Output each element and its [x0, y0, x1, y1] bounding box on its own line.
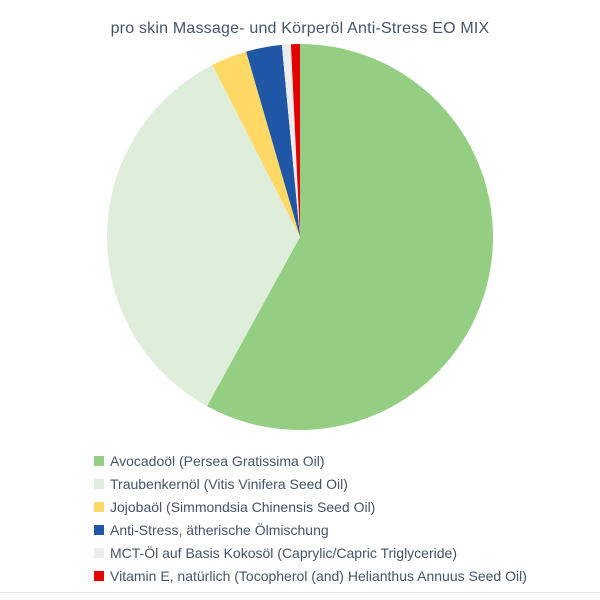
pie-slice-6: [290, 43, 300, 237]
legend-label: Avocadoöl (Persea Gratissima Oil): [110, 452, 325, 469]
chart-legend: Avocadoöl (Persea Gratissima Oil) Trauben…: [94, 449, 527, 587]
legend-item-1: Avocadoöl (Persea Gratissima Oil): [94, 449, 527, 472]
legend-swatch-icon: [94, 478, 104, 489]
pie-slice-2: [107, 65, 300, 407]
pie-slice-5: [281, 44, 300, 238]
legend-swatch-icon: [94, 501, 104, 512]
legend-item-3: Jojobaöl (Simmondsia Chinensis Seed Oil): [94, 495, 527, 518]
window-bottom-edge: [0, 592, 600, 600]
legend-label: Traubenkernöl (Vitis Vinifera Seed Oil): [110, 475, 348, 492]
legend-swatch-icon: [94, 524, 104, 535]
legend-item-2: Traubenkernöl (Vitis Vinifera Seed Oil): [94, 472, 527, 495]
pie-slice-4: [246, 44, 300, 237]
legend-item-6: Vitamin E, natürlich (Tocopherol (and) H…: [94, 564, 527, 587]
legend-item-4: Anti-Stress, ätherische Ölmischung: [94, 518, 527, 541]
pie-slice-3: [212, 51, 300, 237]
pie-slice-1: [207, 44, 493, 431]
legend-label: Jojobaöl (Simmondsia Chinensis Seed Oil): [110, 498, 376, 515]
legend-swatch-icon: [94, 547, 104, 558]
chart-title: pro skin Massage- und Körperöl Anti-Stre…: [110, 20, 490, 37]
legend-label: MCT-Öl auf Basis Kokosöl (Caprylic/Capri…: [110, 544, 457, 561]
legend-swatch-icon: [94, 570, 104, 581]
legend-swatch-icon: [94, 455, 104, 466]
legend-item-5: MCT-Öl auf Basis Kokosöl (Caprylic/Capri…: [94, 541, 527, 564]
legend-label: Vitamin E, natürlich (Tocopherol (and) H…: [110, 567, 527, 584]
legend-label: Anti-Stress, ätherische Ölmischung: [110, 521, 329, 538]
